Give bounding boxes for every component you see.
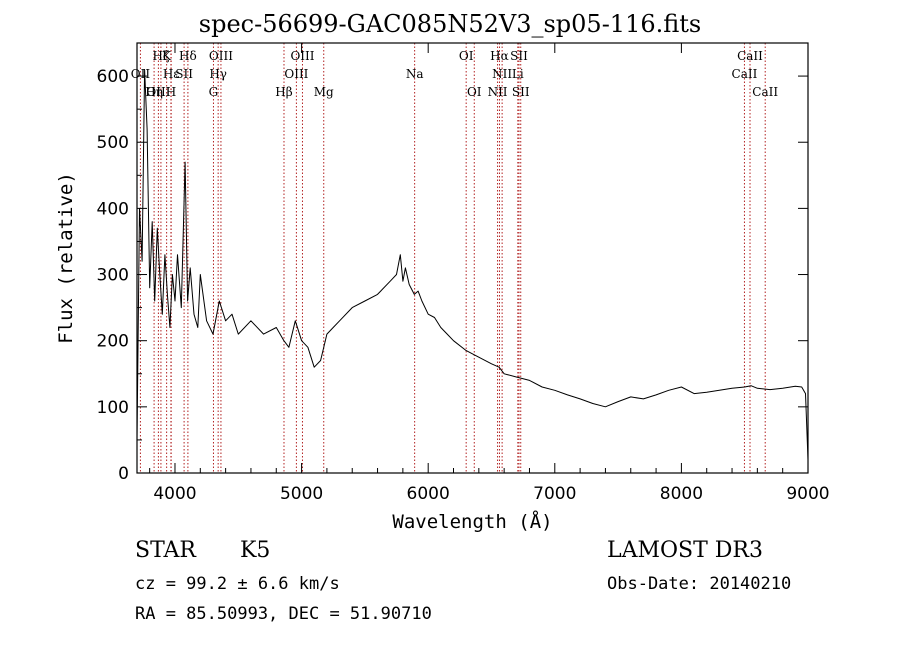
x-tick-label-0: 4000 xyxy=(153,484,196,504)
line-label-26: SII xyxy=(512,85,530,99)
y-tick-label-0: 0 xyxy=(118,464,129,484)
line-label-6: Hα xyxy=(490,49,509,63)
redshift-readout: cz = 99.2 ± 6.6 km/s xyxy=(135,574,340,594)
line-label-5: OI xyxy=(459,49,474,63)
line-label-23: Na xyxy=(406,67,424,81)
y-axis-label: Flux (relative) xyxy=(55,172,77,344)
spectral-subclass: K5 xyxy=(240,538,271,563)
line-label-24: OI xyxy=(467,85,482,99)
line-label-13: OIII xyxy=(284,67,308,81)
x-tick-label-3: 7000 xyxy=(533,484,576,504)
line-label-0: Hζ xyxy=(152,49,169,63)
x-tick-label-2: 6000 xyxy=(407,484,450,504)
line-marker-layer xyxy=(139,43,766,473)
y-tick-label-2: 200 xyxy=(97,332,129,352)
line-label-20: G xyxy=(209,85,219,99)
line-label-25: NII xyxy=(488,85,508,99)
y-tick-label-6: 600 xyxy=(97,67,129,87)
x-tick-label-5: 9000 xyxy=(786,484,829,504)
line-label-18: Hη xyxy=(145,85,163,99)
line-label-17: OIII xyxy=(146,85,170,99)
axis-ticks: 4000 5000 6000 7000 8000 9000 0 100 200 300 400 500… xyxy=(97,42,830,504)
line-label-3: OIII xyxy=(209,49,233,63)
line-label-1: K xyxy=(162,49,172,63)
line-label-22: Mg xyxy=(314,85,334,99)
y-tick-label-5: 500 xyxy=(97,133,129,153)
observation-date: Obs-Date: 20140210 xyxy=(607,574,792,594)
line-label-21: Hβ xyxy=(275,85,292,99)
line-label-2: Hδ xyxy=(179,49,197,63)
x-axis-label: Wavelength (Å) xyxy=(392,510,552,533)
line-label-10: Hε xyxy=(163,67,180,81)
series-layer xyxy=(136,69,809,460)
plot-frame xyxy=(136,42,809,474)
chart-title: spec-56699-GAC085N52V3_sp05-116.fits xyxy=(198,10,702,38)
line-label-9: OII xyxy=(131,67,151,81)
line-label-4: OIII xyxy=(290,49,314,63)
y-tick-label-1: 100 xyxy=(97,398,129,418)
line-label-12: Hγ xyxy=(209,67,227,81)
line-label-11: SII xyxy=(175,67,193,81)
line-label-8: CaII xyxy=(737,49,763,63)
y-tick-label-4: 400 xyxy=(97,199,129,219)
flux-series-line xyxy=(136,69,809,460)
spectral-class: STAR xyxy=(135,538,196,563)
line-label-16: CaII xyxy=(732,67,758,81)
x-tick-label-1: 5000 xyxy=(280,484,323,504)
line-label-7: SII xyxy=(510,49,528,63)
line-label-15: Li xyxy=(512,67,524,81)
line-label-14: NII xyxy=(492,67,512,81)
line-label-27: CaII xyxy=(752,85,778,99)
survey-name: LAMOST DR3 xyxy=(607,538,763,563)
x-tick-label-4: 8000 xyxy=(660,484,703,504)
y-tick-label-3: 300 xyxy=(97,266,129,286)
line-label-19: H xyxy=(166,85,176,99)
ra-dec-readout: RA = 85.50993, DEC = 51.90710 xyxy=(135,604,432,624)
